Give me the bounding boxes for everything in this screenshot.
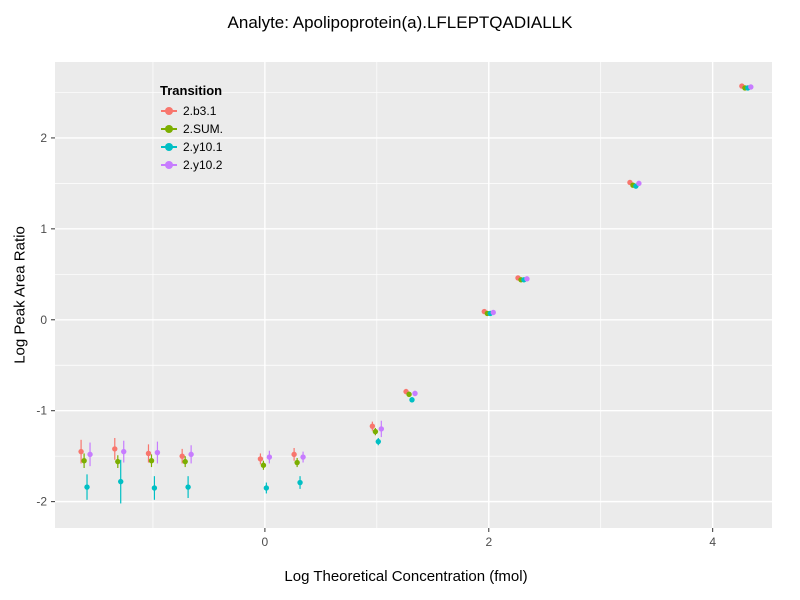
data-point	[406, 391, 412, 398]
legend-key-glyph	[160, 102, 178, 120]
data-point	[179, 453, 185, 459]
chart-title: Analyte: Apolipoprotein(a).LFLEPTQADIALL…	[227, 13, 573, 32]
data-point	[182, 458, 188, 465]
x-axis-label: Log Theoretical Concentration (fmol)	[284, 568, 528, 585]
data-point	[151, 485, 158, 491]
data-point	[188, 451, 194, 458]
legend-key-glyph	[160, 120, 178, 138]
data-point	[118, 478, 124, 485]
y-axis-tick-label: 0	[40, 313, 47, 327]
data-point	[148, 458, 155, 464]
data-point	[263, 485, 270, 491]
data-point	[112, 446, 118, 452]
x-axis-tick-label: 2	[485, 535, 492, 549]
legend-items: 2.b3.1 2.SUM. 2.y10.1 2.y10.2	[160, 102, 223, 174]
data-point	[412, 390, 418, 397]
data-point	[294, 459, 300, 466]
data-point	[524, 276, 530, 282]
data-point	[145, 450, 152, 457]
data-point	[300, 454, 306, 460]
data-point	[378, 426, 385, 432]
data-point	[266, 454, 273, 460]
data-point	[490, 309, 496, 316]
data-point	[78, 448, 84, 455]
data-point	[291, 451, 297, 458]
data-point	[87, 451, 93, 458]
data-point	[748, 84, 754, 90]
data-point	[81, 458, 87, 464]
legend-item: 2.y10.2	[160, 156, 223, 174]
legend-item: 2.y10.1	[160, 138, 223, 156]
data-point	[636, 180, 642, 187]
x-axis-tick-label: 0	[262, 535, 269, 549]
data-point	[121, 448, 127, 455]
legend-item-label: 2.b3.1	[183, 104, 217, 118]
data-point	[369, 423, 376, 429]
data-point	[409, 397, 415, 403]
data-point	[297, 479, 303, 486]
data-point	[375, 438, 381, 445]
y-axis-label: Log Peak Area Ratio	[11, 226, 29, 364]
data-point	[154, 449, 161, 456]
legend-key-glyph	[160, 156, 178, 174]
legend-item-label: 2.y10.2	[183, 158, 223, 172]
legend-item-label: 2.y10.1	[183, 140, 223, 154]
y-axis-tick-label: -1	[36, 404, 47, 418]
legend-item: 2.b3.1	[160, 102, 223, 120]
x-axis-tick-label: 4	[709, 535, 716, 549]
y-axis-tick-label: 1	[40, 222, 47, 236]
data-point	[260, 462, 267, 468]
legend-title: Transition	[160, 83, 223, 98]
plot-panel	[55, 62, 772, 528]
legend-key-glyph	[160, 138, 178, 156]
y-axis-tick-label: 2	[40, 131, 47, 145]
legend: Transition 2.b3.1 2.SUM. 2.y10.1 2.y10.2	[160, 83, 223, 174]
legend-item: 2.SUM.	[160, 120, 223, 138]
data-point	[257, 456, 264, 462]
data-point	[372, 428, 379, 435]
data-point	[115, 458, 121, 465]
legend-item-label: 2.SUM.	[183, 122, 224, 136]
data-point	[84, 484, 90, 490]
y-axis-tick-label: -2	[36, 495, 47, 509]
data-point	[185, 484, 191, 490]
